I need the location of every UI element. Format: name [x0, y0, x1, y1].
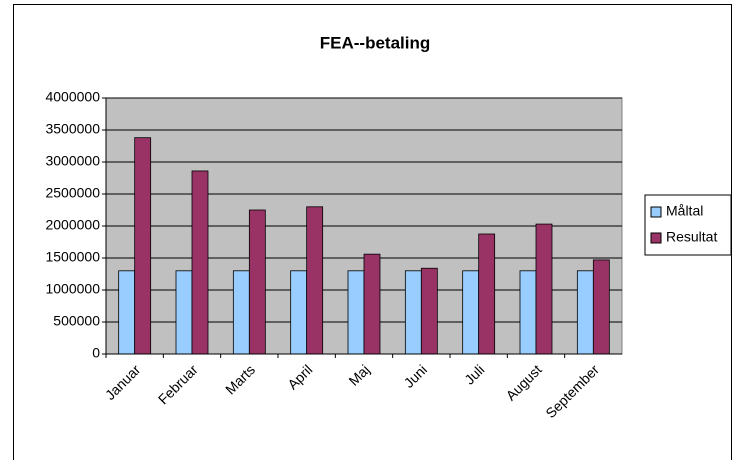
bar [478, 233, 496, 355]
y-tick-label: 2000000 [45, 217, 100, 233]
bar [232, 270, 250, 355]
bar [363, 253, 381, 355]
y-tick-label: 3500000 [45, 121, 100, 137]
y-tick-label: 2500000 [45, 185, 100, 201]
y-tick-label: 500000 [53, 313, 100, 329]
bar [248, 209, 266, 355]
bar [462, 270, 480, 355]
bar [535, 223, 553, 355]
bar [175, 270, 193, 355]
bar [519, 270, 537, 355]
y-tick-label: 3000000 [45, 153, 100, 169]
bar [191, 170, 209, 355]
y-tick-label: 0 [92, 345, 100, 361]
legend-box [644, 194, 732, 256]
legend-label: Måltal [666, 203, 703, 219]
bar [404, 270, 422, 355]
bar [592, 259, 610, 355]
y-tick-label: 1000000 [45, 281, 100, 297]
bar [576, 270, 594, 355]
legend-swatch [650, 206, 662, 218]
bar [306, 206, 324, 355]
legend-swatch [650, 232, 662, 244]
bar [290, 270, 308, 355]
bar [347, 270, 365, 355]
y-tick-label: 4000000 [45, 89, 100, 105]
bar [118, 270, 136, 355]
legend-label: Resultat [666, 229, 717, 245]
bar [134, 137, 152, 355]
chart-title: FEA--betaling [320, 33, 431, 52]
y-tick-label: 1500000 [45, 249, 100, 265]
bar [420, 267, 438, 355]
